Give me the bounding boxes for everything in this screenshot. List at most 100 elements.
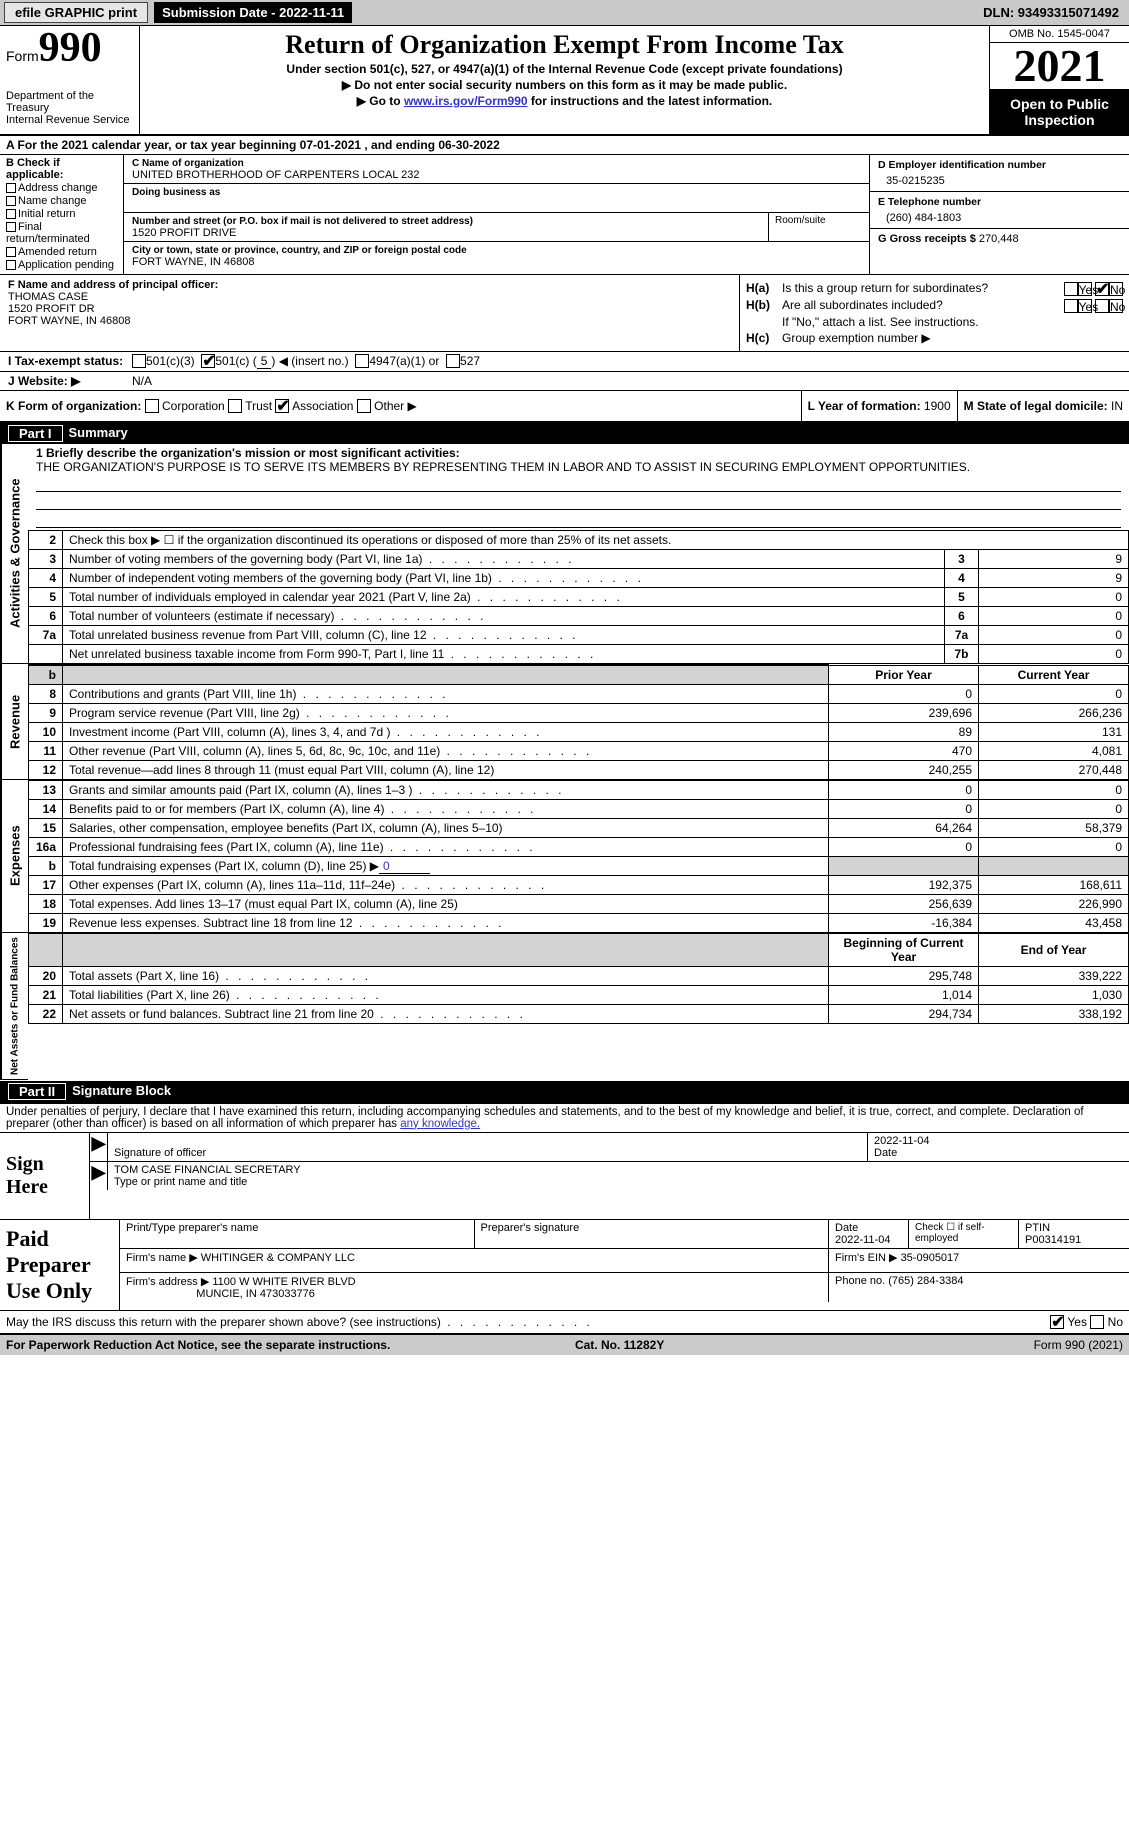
form-number-block: Form990 Department of the Treasury Inter… [0,26,140,134]
hb-no-checkbox[interactable] [1095,299,1109,313]
part1-title: Summary [69,425,128,442]
arrow-line-2: ▶ Go to www.irs.gov/Form990 for instruct… [150,94,979,108]
g-label: G Gross receipts $ [878,233,976,245]
val-5: 0 [979,588,1129,607]
cb-name-change[interactable] [6,196,16,206]
c16a: 0 [979,838,1129,857]
ha-no-checkbox[interactable] [1095,282,1109,296]
cb-other[interactable] [357,399,371,413]
firm-phone: (765) 284-3384 [888,1275,963,1287]
paid-preparer-label: Paid Preparer Use Only [0,1220,120,1310]
revenue-block: Revenue bPrior YearCurrent Year 8Contrib… [0,664,1129,780]
h-note: If "No," attach a list. See instructions… [782,315,1123,329]
c-name-label: C Name of organization [132,158,244,169]
gross-receipts: 270,448 [979,233,1019,245]
p13: 0 [829,781,979,800]
f-label: F Name and address of principal officer: [8,279,218,291]
c8: 0 [979,685,1129,704]
side-revenue: Revenue [0,664,28,780]
line-22: Net assets or fund balances. Subtract li… [63,1005,829,1024]
ein-value: 35-0215235 [878,171,1121,187]
prep-date: 2022-11-04 [835,1234,890,1246]
cb-assoc[interactable] [275,399,289,413]
cb-trust[interactable] [228,399,242,413]
c15: 58,379 [979,819,1129,838]
hc-label: H(c) [746,331,782,345]
self-employed-check[interactable]: Check ☐ if self-employed [909,1220,1019,1248]
section-fgh: F Name and address of principal officer:… [0,274,1129,352]
val-7b: 0 [979,645,1129,664]
hdr-prior: Prior Year [829,665,979,685]
k-label: K Form of organization: [6,399,141,413]
cb-final-return[interactable] [6,222,16,232]
dept-treasury: Department of the Treasury [6,90,133,114]
col-b: B Check if applicable: Address change Na… [0,155,124,274]
cb-501c3[interactable] [132,354,146,368]
line-15: Salaries, other compensation, employee b… [63,819,829,838]
cb-label-5: Application pending [18,259,114,271]
line-12: Total revenue—add lines 8 through 11 (mu… [63,761,829,780]
website-label: J Website: ▶ [8,374,124,388]
hb-yes-checkbox[interactable] [1064,299,1078,313]
submission-date: Submission Date - 2022-11-11 [154,2,352,23]
ha-yes-checkbox[interactable] [1064,282,1078,296]
topbar: efile GRAPHIC print Submission Date - 20… [0,0,1129,26]
efile-print-button[interactable]: efile GRAPHIC print [4,2,148,23]
lbl-501c: 501(c) ( [215,354,256,368]
part1-label: Part I [8,425,63,442]
c12: 270,448 [979,761,1129,780]
line-9: Program service revenue (Part VIII, line… [63,704,829,723]
b-label: B Check if applicable: [6,157,117,181]
cb-4947[interactable] [355,354,369,368]
p16a: 0 [829,838,979,857]
p19: -16,384 [829,914,979,933]
row-website: J Website: ▶ N/A [0,372,1129,391]
website-value: N/A [132,374,152,388]
col-c: C Name of organization UNITED BROTHERHOO… [124,155,869,274]
dept-irs: Internal Revenue Service [6,114,133,126]
cat-no: Cat. No. 11282Y [575,1338,664,1352]
hb-yes-label: Yes [1078,299,1092,313]
c13: 0 [979,781,1129,800]
l-label: L Year of formation: [808,399,921,413]
city-label: City or town, state or province, country… [132,245,467,256]
expenses-block: Expenses 13Grants and similar amounts pa… [0,780,1129,933]
side-activities: Activities & Governance [0,444,28,664]
discuss-yes-checkbox[interactable] [1050,1315,1064,1329]
paperwork-notice: For Paperwork Reduction Act Notice, see … [6,1338,390,1352]
title-block: Form990 Department of the Treasury Inter… [0,26,1129,136]
firm-phone-label: Phone no. [835,1275,885,1287]
part1-header: Part I Summary [0,423,1129,444]
irs-link[interactable]: www.irs.gov/Form990 [404,94,528,108]
penalty-link[interactable]: any knowledge. [400,1118,480,1130]
m-label: M State of legal domicile: [964,399,1108,413]
cb-501c[interactable] [201,354,215,368]
cb-address-change[interactable] [6,183,16,193]
tax-label: I Tax-exempt status: [8,354,124,368]
hdr-begin: Beginning of Current Year [829,934,979,967]
e21: 1,030 [979,986,1129,1005]
row-tax-year: A For the 2021 calendar year, or tax yea… [0,136,1129,155]
cb-amended[interactable] [6,247,16,257]
ha-no-label: No [1109,282,1123,296]
line-18: Total expenses. Add lines 13–17 (must eq… [63,895,829,914]
p9: 239,696 [829,704,979,723]
preparer-name-label: Print/Type preparer's name [126,1222,258,1234]
cb-527[interactable] [446,354,460,368]
line-6: Total number of volunteers (estimate if … [63,607,945,626]
p14: 0 [829,800,979,819]
tax-year: 2021 [990,43,1129,90]
open-public-1: Open to Public [992,96,1127,112]
cb-initial-return[interactable] [6,209,16,219]
part2-title: Signature Block [72,1083,171,1100]
hb-label: H(b) [746,298,782,313]
mission-label: 1 Briefly describe the organization's mi… [36,446,460,460]
lbl-other: Other ▶ [374,399,417,413]
line-7b: Net unrelated business taxable income fr… [63,645,945,664]
p18: 256,639 [829,895,979,914]
cb-corp[interactable] [145,399,159,413]
cb-app-pending[interactable] [6,260,16,270]
hc-text: Group exemption number ▶ [782,331,1123,345]
discuss-no-checkbox[interactable] [1090,1315,1104,1329]
line-10: Investment income (Part VIII, column (A)… [63,723,829,742]
